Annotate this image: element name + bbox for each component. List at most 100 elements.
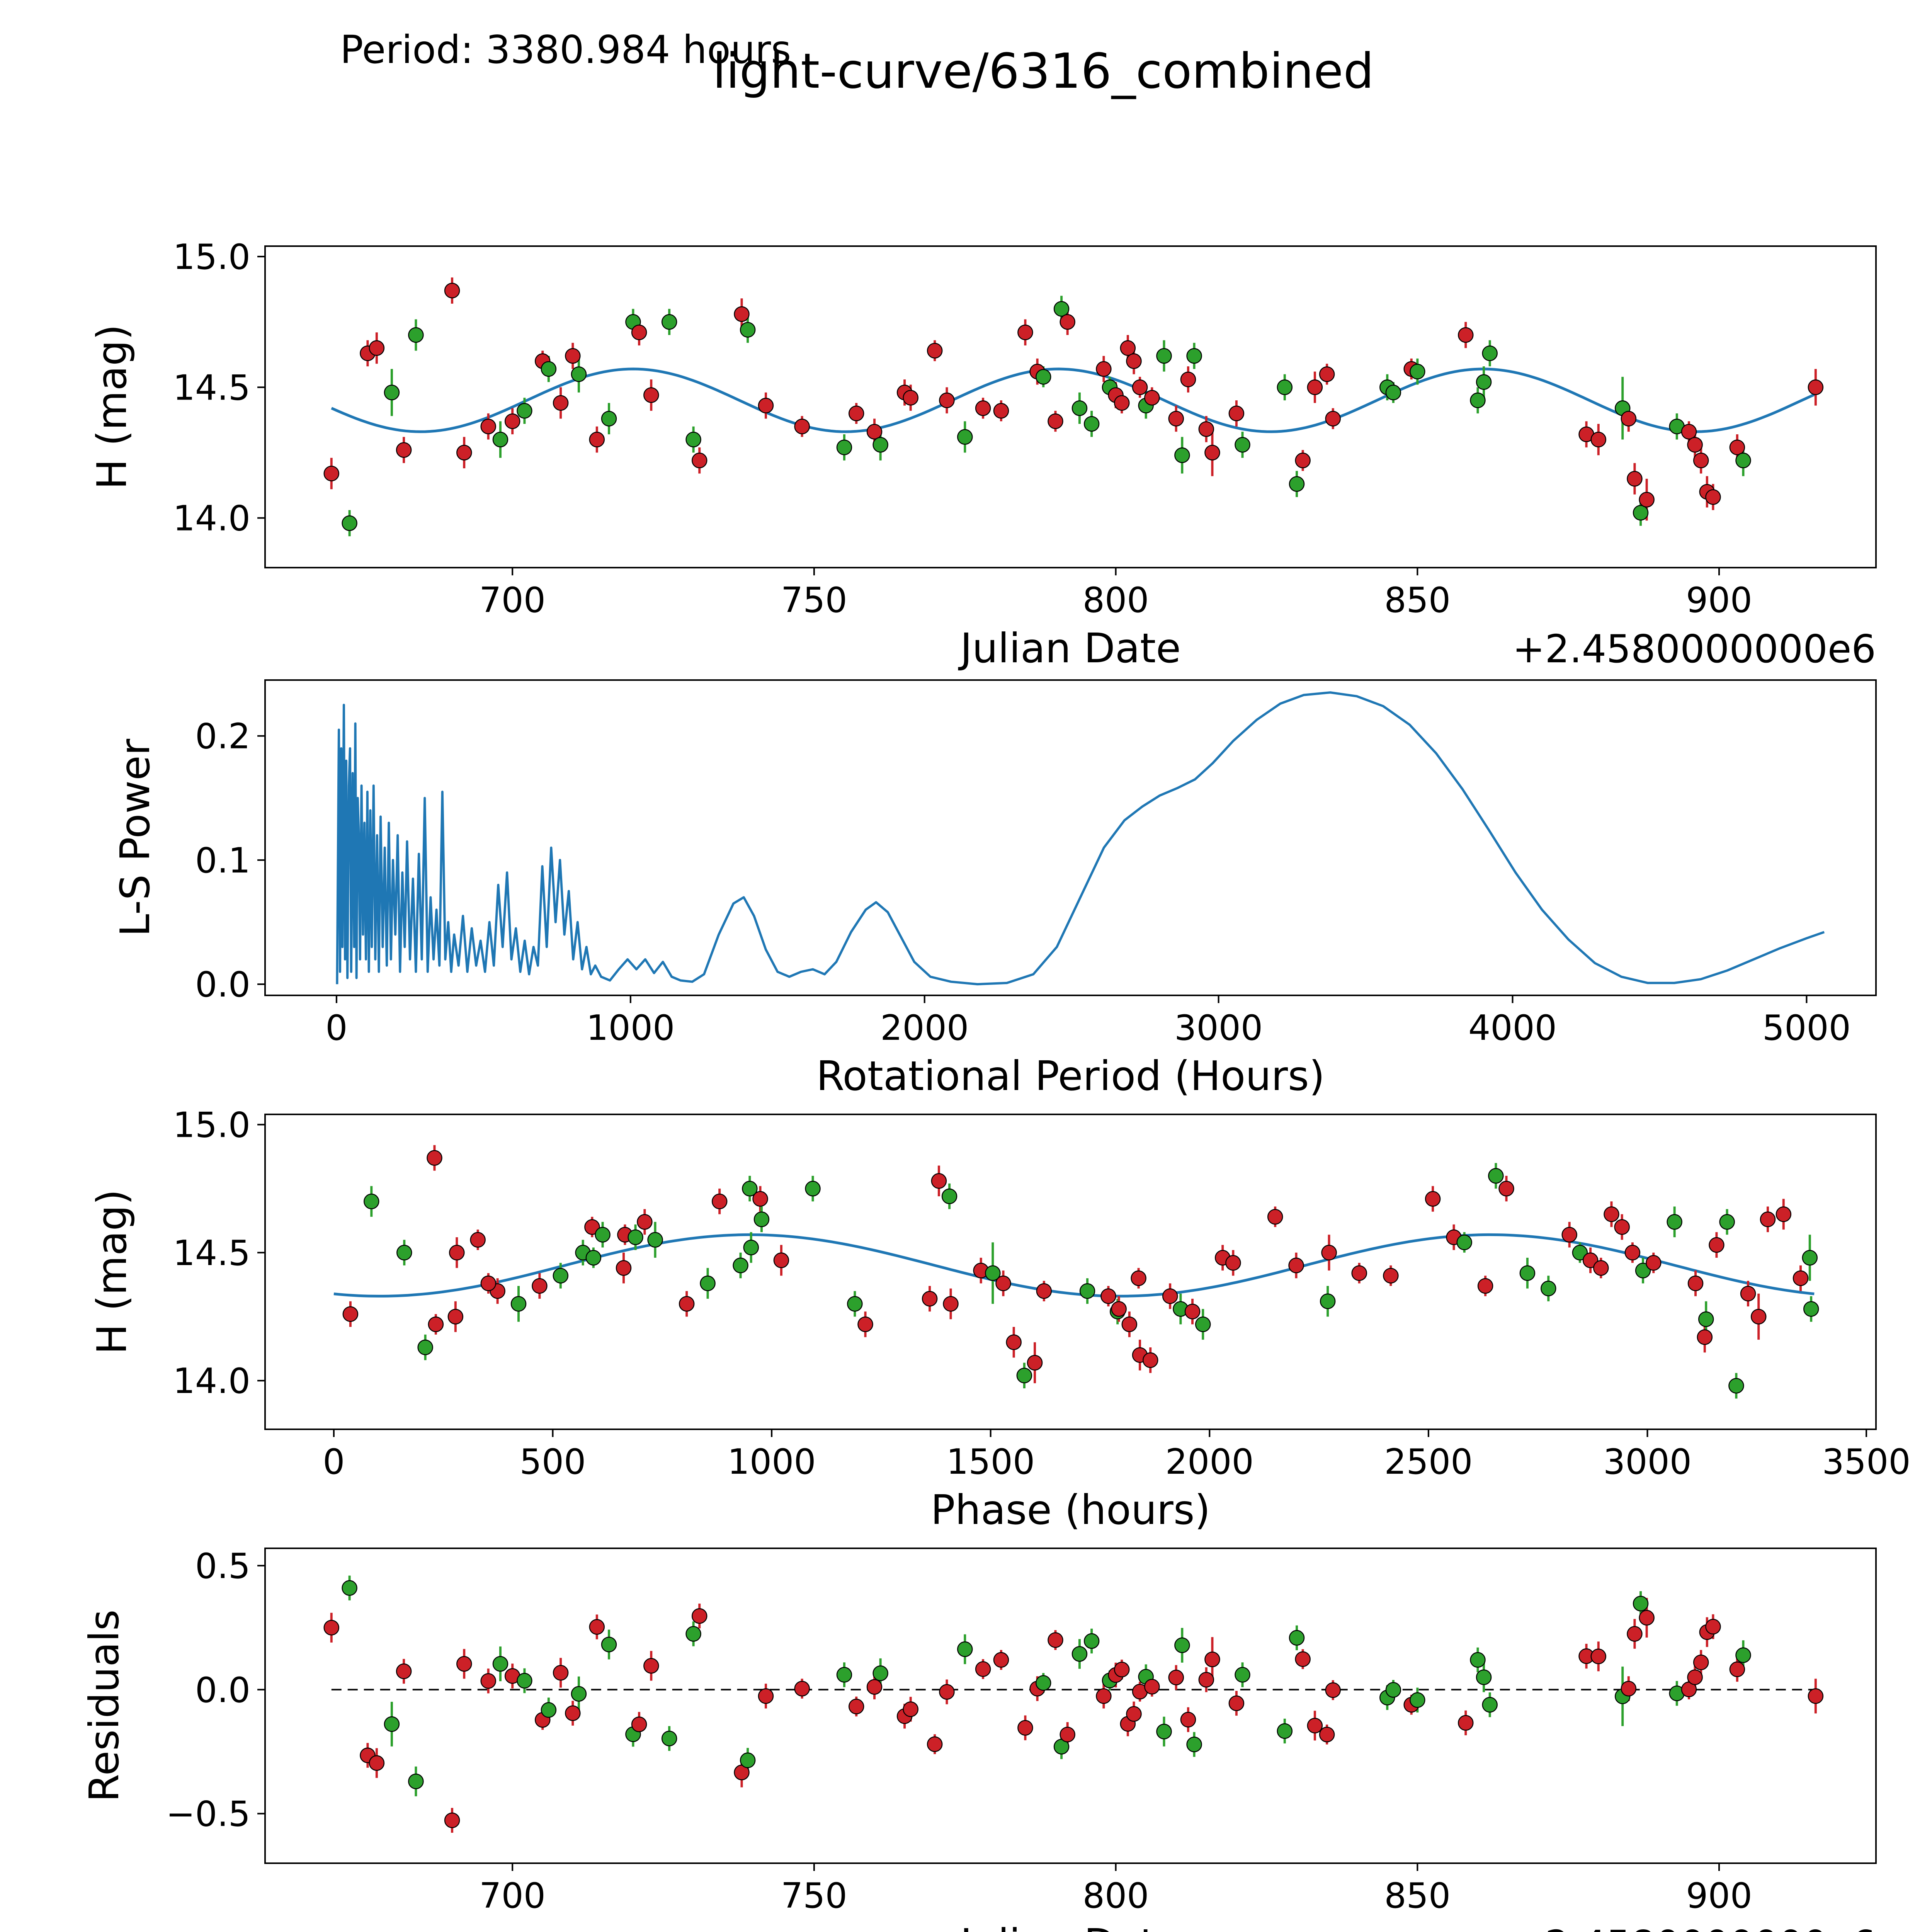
data-point: [691, 1608, 707, 1624]
data-point: [1198, 1672, 1214, 1688]
data-point: [1126, 353, 1142, 369]
data-point: [1180, 1712, 1196, 1728]
data-point: [1750, 1309, 1767, 1325]
axes-frame: [264, 1548, 1877, 1864]
data-point: [1295, 1651, 1311, 1667]
data-point: [1627, 471, 1643, 487]
data-point: [492, 1656, 509, 1672]
data-point: [1071, 400, 1088, 416]
data-point: [872, 1665, 888, 1681]
data-point: [1325, 411, 1341, 427]
data-point: [794, 1680, 810, 1697]
data-point: [408, 1773, 424, 1789]
y-tick-label: 15.0: [173, 237, 250, 277]
data-point: [1624, 1245, 1641, 1261]
data-point: [1048, 1632, 1063, 1648]
data-point: [1144, 1679, 1160, 1695]
data-point: [1295, 452, 1311, 468]
data-point: [1590, 432, 1606, 447]
x-offset-label: +2.4580000000e6: [1512, 626, 1876, 672]
data-point: [541, 1702, 557, 1718]
data-point: [396, 442, 412, 458]
y-tick-label: 0.0: [195, 1670, 250, 1711]
data-point: [1017, 324, 1033, 340]
data-point: [927, 1736, 943, 1752]
data-point: [1728, 1378, 1744, 1394]
data-point: [1705, 489, 1721, 505]
data-point: [1519, 1265, 1536, 1281]
axes-frame: [264, 245, 1877, 568]
data-point: [643, 1658, 659, 1674]
y-tick-label: 0.2: [195, 716, 250, 757]
data-point: [1687, 1669, 1703, 1685]
x-offset-label: +2.4580000000e6: [1512, 1922, 1876, 1932]
data-point: [1572, 1245, 1588, 1261]
data-point: [1633, 505, 1649, 521]
data-point: [1476, 1669, 1492, 1685]
data-point: [571, 366, 587, 382]
data-point: [1693, 452, 1709, 468]
data-point: [447, 1309, 464, 1325]
data-point: [661, 1730, 677, 1747]
data-point: [1687, 1276, 1704, 1291]
data-point: [532, 1278, 548, 1294]
data-point: [553, 395, 569, 411]
periodogram-line: [336, 691, 1825, 986]
data-point: [342, 1580, 357, 1596]
x-tick-label: 800: [1083, 1876, 1149, 1916]
data-point: [323, 466, 340, 481]
data-point: [847, 1296, 863, 1312]
data-point: [1498, 1180, 1514, 1197]
data-point: [1325, 1682, 1341, 1698]
x-tick-label: 750: [781, 1876, 847, 1916]
x-tick-label: 750: [781, 580, 847, 621]
data-point: [1561, 1227, 1577, 1243]
data-point: [1096, 1688, 1112, 1704]
y-tick-label: −0.5: [166, 1794, 250, 1835]
data-point: [1621, 411, 1637, 427]
data-point: [985, 1265, 1001, 1281]
data-point: [927, 343, 943, 359]
x-tick-label: 2000: [880, 1008, 969, 1048]
data-point: [541, 361, 557, 377]
data-point: [1120, 340, 1136, 356]
data-point: [1410, 1692, 1425, 1708]
data-point: [740, 322, 756, 338]
data-point: [1383, 1268, 1399, 1284]
x-tick-label: 850: [1384, 1876, 1451, 1916]
x-tick-label: 700: [479, 1876, 546, 1916]
data-point: [1639, 492, 1655, 508]
y-tick-label: 14.0: [173, 1361, 250, 1401]
data-point: [601, 411, 617, 427]
data-point: [517, 403, 532, 419]
data-point: [1053, 301, 1070, 317]
x-tick-label: 700: [479, 580, 546, 621]
subplot-periodogram: 0 1000 2000 3000 4000 5000 0.0 0.1 0.2 Rotational…: [112, 679, 1877, 1100]
y-tick-label: 14.0: [173, 498, 250, 539]
data-point: [1705, 1619, 1721, 1635]
data-point: [1476, 374, 1492, 390]
data-point: [1307, 1718, 1323, 1734]
data-point: [753, 1211, 770, 1227]
data-point: [995, 1276, 1011, 1291]
figure-title: light-curve/6316_combined: [713, 43, 1374, 99]
data-point: [1735, 452, 1751, 468]
data-point: [1071, 1646, 1088, 1662]
data-point: [384, 384, 400, 401]
data-point: [742, 1180, 758, 1197]
data-point: [1083, 416, 1100, 432]
data-point: [1168, 1670, 1184, 1685]
data-point: [700, 1276, 716, 1291]
data-point: [1633, 1595, 1649, 1612]
y-axis-label: L-S Power: [112, 738, 159, 937]
data-point: [1016, 1367, 1032, 1384]
data-point: [480, 418, 496, 434]
x-tick-label: 2000: [1165, 1442, 1254, 1482]
data-point: [941, 1188, 957, 1204]
data-point: [444, 282, 460, 299]
data-point: [1228, 1695, 1245, 1711]
x-tick-label: 1000: [728, 1442, 816, 1482]
data-point: [480, 1673, 496, 1689]
data-point: [1017, 1720, 1033, 1736]
